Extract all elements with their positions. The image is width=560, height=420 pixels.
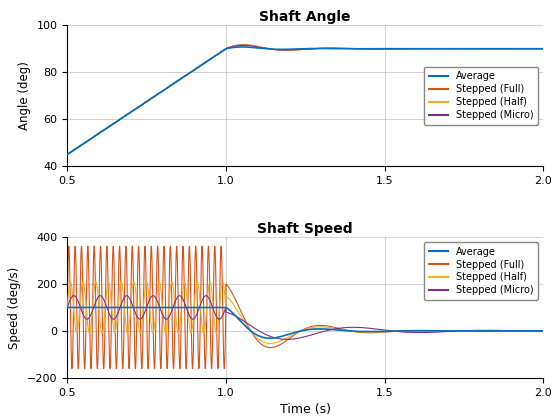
Title: Shaft Angle: Shaft Angle — [259, 10, 351, 24]
X-axis label: Time (s): Time (s) — [279, 403, 331, 416]
Title: Shaft Speed: Shaft Speed — [258, 222, 353, 236]
Y-axis label: Speed (deg/s): Speed (deg/s) — [8, 266, 21, 349]
Y-axis label: Angle (deg): Angle (deg) — [18, 61, 31, 130]
Legend: Average, Stepped (Full), Stepped (Half), Stepped (Micro): Average, Stepped (Full), Stepped (Half),… — [424, 66, 538, 125]
Legend: Average, Stepped (Full), Stepped (Half), Stepped (Micro): Average, Stepped (Full), Stepped (Half),… — [424, 242, 538, 300]
